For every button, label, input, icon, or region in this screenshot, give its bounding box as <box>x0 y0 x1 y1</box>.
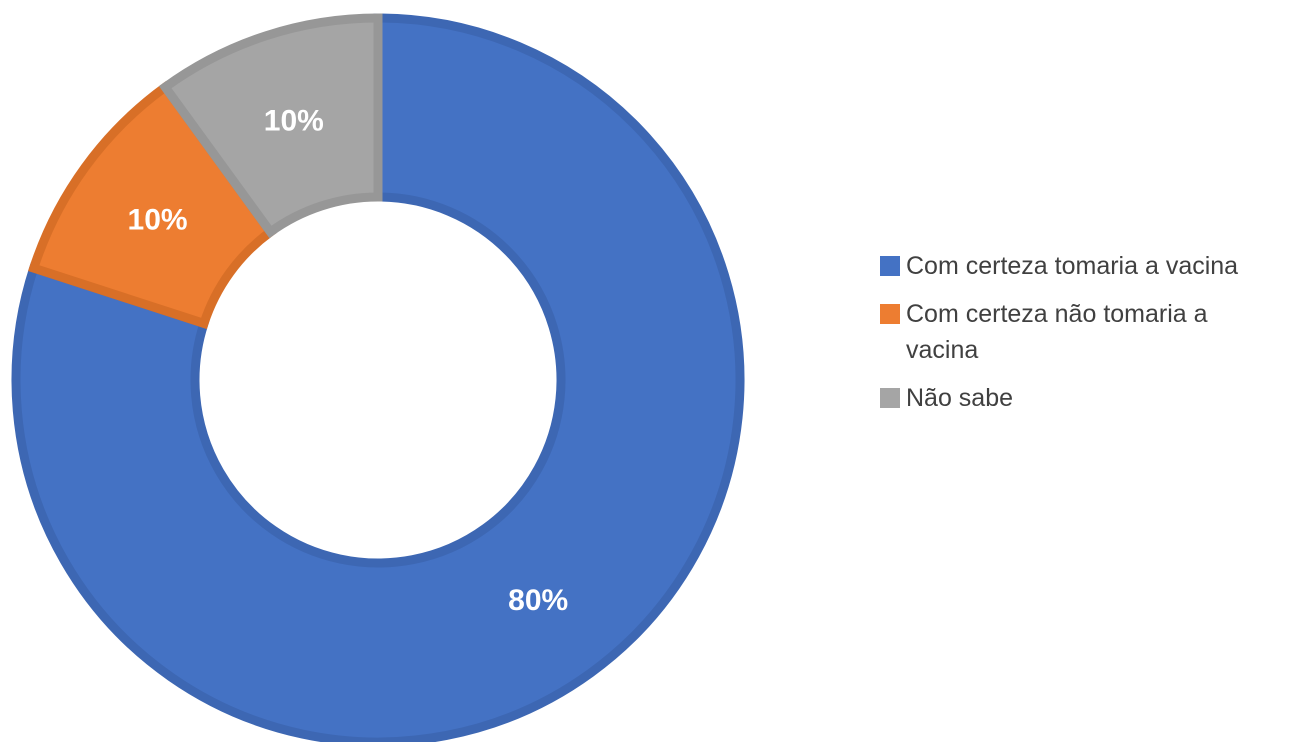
data-label-2: 10% <box>128 203 188 236</box>
legend-swatch-2 <box>880 304 900 324</box>
legend-label-3: Não sabe <box>906 384 1014 412</box>
legend-item-3: Não sabe <box>880 380 1290 416</box>
data-label-1: 80% <box>508 584 568 617</box>
chart-slices <box>11 13 745 742</box>
legend-item-1: Com certeza tomaria a vacina <box>880 248 1290 284</box>
chart-data-labels: 80% 10% 10% <box>128 104 569 617</box>
chart-legend: Com certeza tomaria a vacina Com certeza … <box>880 248 1290 428</box>
legend-label-2: Com certeza não tomaria a vacina <box>906 300 1208 364</box>
legend-swatch-3 <box>880 388 900 408</box>
legend-item-2: Com certeza não tomaria a vacina <box>880 296 1290 368</box>
slice-1 <box>11 13 745 742</box>
slice-3 <box>158 13 383 239</box>
data-label-3: 10% <box>264 104 324 137</box>
legend-label-1: Com certeza tomaria a vacina <box>906 252 1239 280</box>
legend-swatch-1 <box>880 256 900 276</box>
